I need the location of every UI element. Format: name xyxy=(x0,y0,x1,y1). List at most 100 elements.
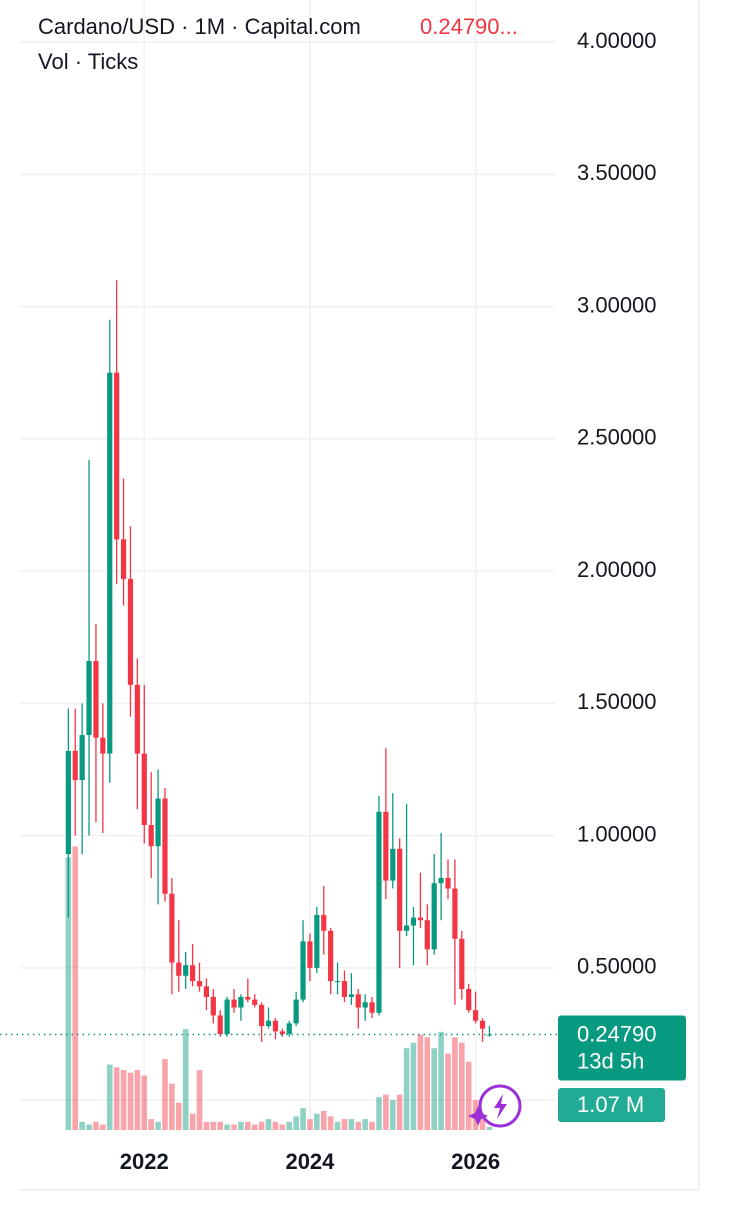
volume-bar xyxy=(189,1113,196,1130)
volume-bar xyxy=(369,1121,375,1130)
candle-body xyxy=(265,1020,272,1027)
candle-body xyxy=(203,986,209,997)
volume-bar xyxy=(79,1121,85,1130)
candle-body xyxy=(210,996,216,1016)
candle-body xyxy=(466,989,472,1011)
countdown: 13d 5h xyxy=(577,1048,644,1073)
volume-bar xyxy=(93,1121,99,1130)
volume-bar xyxy=(459,1042,465,1130)
candle-body xyxy=(120,539,127,580)
candle-body xyxy=(445,877,451,889)
volume-bar xyxy=(279,1124,286,1130)
candle-body xyxy=(114,372,120,540)
candle-body xyxy=(183,965,189,976)
volume-bar xyxy=(134,1070,141,1130)
volume-bar xyxy=(265,1119,272,1130)
candle-body xyxy=(189,965,196,982)
candle-body xyxy=(293,999,299,1024)
candle-body xyxy=(473,1010,479,1021)
volume-bar xyxy=(100,1124,106,1130)
volume-bar xyxy=(106,1064,113,1130)
volume-bar xyxy=(403,1048,410,1130)
candle-body xyxy=(397,848,403,931)
candle-body xyxy=(383,811,389,881)
candle-body xyxy=(341,981,348,997)
volume-bar xyxy=(169,1083,175,1130)
y-tick-label: 1.50000 xyxy=(577,689,657,714)
candle-body xyxy=(224,999,230,1034)
volume-bar xyxy=(334,1121,341,1130)
volume-bar xyxy=(417,1034,424,1130)
y-tick-label: 4.00000 xyxy=(577,28,657,53)
volume-bar xyxy=(231,1124,237,1130)
volume-bar xyxy=(141,1075,148,1130)
volume-bar xyxy=(65,857,72,1130)
header-price: 0.24790... xyxy=(420,14,518,39)
candle-body xyxy=(217,1015,223,1034)
candle-body xyxy=(479,1020,486,1029)
candle-body xyxy=(162,798,168,894)
volume-bar xyxy=(438,1031,444,1130)
volume-bar xyxy=(196,1070,203,1130)
volume-bar xyxy=(445,1053,451,1130)
candle-body xyxy=(355,994,361,1008)
volume-bar xyxy=(355,1121,362,1130)
volume-bar xyxy=(424,1037,431,1130)
candle-body xyxy=(424,920,430,950)
candle-body xyxy=(196,981,203,987)
candle-body xyxy=(279,1031,285,1034)
volume-bar xyxy=(162,1059,168,1130)
volume-bar xyxy=(452,1037,458,1130)
candle-body xyxy=(376,811,382,1013)
y-tick-label: 3.50000 xyxy=(577,160,657,185)
candle-body xyxy=(169,893,175,963)
volume-bar xyxy=(341,1119,348,1130)
candle-body xyxy=(72,750,78,781)
candle-body xyxy=(300,941,306,1000)
candle-body xyxy=(79,735,85,781)
price-tag xyxy=(558,1015,686,1081)
candle-body xyxy=(231,999,237,1008)
volume-bar xyxy=(155,1121,161,1130)
volume-tag-label: 1.07 M xyxy=(577,1092,644,1117)
volume-bar xyxy=(286,1121,293,1130)
candle-body xyxy=(362,1002,368,1008)
candle-body xyxy=(245,996,251,1000)
volume-bar xyxy=(389,1100,396,1130)
subtitle: Vol · Ticks xyxy=(38,49,138,74)
volume-bar xyxy=(376,1097,382,1130)
volume-bar xyxy=(203,1121,210,1130)
candle-body xyxy=(252,999,258,1005)
volume-bar xyxy=(431,1048,437,1130)
candle-body xyxy=(141,753,147,826)
candle-body xyxy=(238,996,244,1008)
volume-bar xyxy=(362,1119,368,1130)
price-tag-label: 0.24790 xyxy=(577,1021,657,1046)
volume-bar xyxy=(272,1121,279,1130)
candle-body xyxy=(176,962,182,976)
volume-bar xyxy=(210,1121,217,1130)
candle-body xyxy=(272,1020,279,1032)
candle-body xyxy=(286,1023,292,1034)
candle-body xyxy=(348,994,354,997)
y-tick-label: 3.00000 xyxy=(577,292,657,317)
candle-body xyxy=(328,930,334,982)
volume-bar xyxy=(86,1124,92,1130)
candle-body xyxy=(155,798,161,847)
volume-bar xyxy=(348,1119,355,1130)
candle-body xyxy=(107,372,113,754)
candle-body xyxy=(127,579,134,685)
candle-body xyxy=(93,661,99,738)
volume-bar xyxy=(224,1124,230,1130)
candle-body xyxy=(307,941,313,968)
volume-bar xyxy=(148,1119,154,1130)
candle-body xyxy=(134,684,140,754)
candle-body xyxy=(486,1034,493,1036)
y-tick-label: 2.00000 xyxy=(577,557,657,582)
volume-bar xyxy=(113,1067,120,1130)
assistant-icon[interactable] xyxy=(468,1084,522,1128)
x-tick-label: 2022 xyxy=(120,1149,169,1174)
candle-body xyxy=(431,883,437,950)
volume-bar xyxy=(217,1121,224,1130)
volume-bar xyxy=(327,1116,334,1130)
